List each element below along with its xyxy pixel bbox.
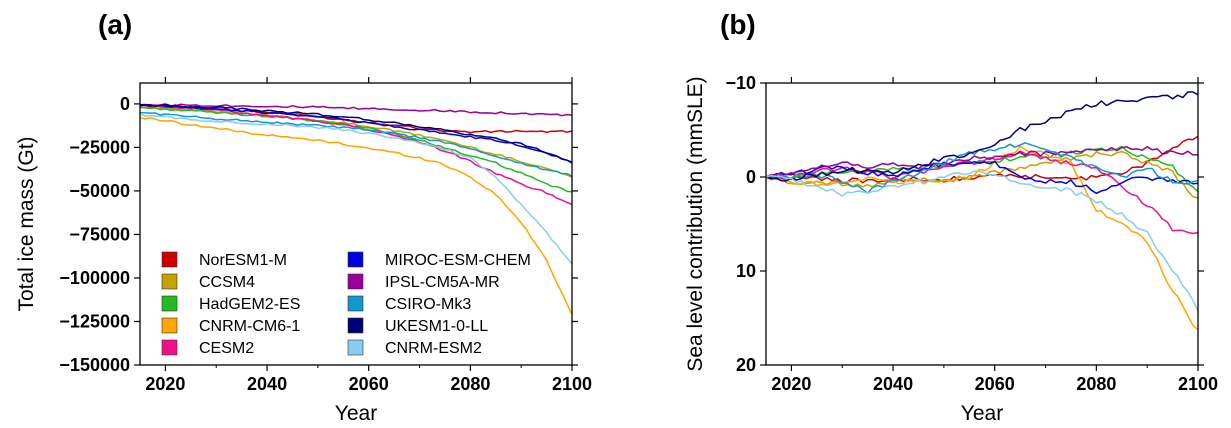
legend-label: IPSL-CM5A-MR xyxy=(385,274,500,291)
y-tick-label: −150000 xyxy=(59,355,130,375)
panel-b-series xyxy=(765,91,1199,331)
y-tick-label: −10 xyxy=(725,73,756,93)
panel-b-y-axis: −10 0 10 20 xyxy=(725,73,1204,375)
legend-label: MIROC-ESM-CHEM xyxy=(385,252,531,269)
series-line-cnrm-esm2 xyxy=(765,170,1199,312)
series-line-cnrm-cm6-1 xyxy=(765,145,1199,331)
panel-b-x-label: Year xyxy=(961,402,1003,425)
legend: NorESM1-M CCSM4 HadGEM2-ES CNRM-CM6-1 CESM2 M… xyxy=(161,251,531,357)
legend-swatch xyxy=(347,251,364,268)
x-tick-label: 2020 xyxy=(771,374,811,394)
legend-label: CNRM-CM6-1 xyxy=(199,318,300,335)
legend-swatch xyxy=(161,317,178,334)
panel-a-x-label: Year xyxy=(335,402,377,425)
legend-swatch xyxy=(161,251,178,268)
series-line-hadgem2-es xyxy=(139,106,573,193)
y-tick-label: 0 xyxy=(746,167,756,187)
legend-label: CESM2 xyxy=(199,340,254,357)
panel-b-y-label: Sea level contribution (mmSLE) xyxy=(684,76,707,371)
legend-swatch xyxy=(347,317,364,334)
series-line-csiro-mk3 xyxy=(139,111,573,177)
legend-swatch xyxy=(161,339,178,356)
y-tick-label: −100000 xyxy=(59,268,130,288)
panel-b: (b) 2020 2040 2060 2080 2100 −10 0 10 20 Year S… xyxy=(684,9,1218,425)
series-line-ipsl-cm5a-mr xyxy=(140,103,573,117)
legend-swatch xyxy=(347,295,364,312)
legend-label: UKESM1-0-LL xyxy=(385,318,488,335)
x-tick-label: 2040 xyxy=(873,374,913,394)
panel-a: (a) 2020 2040 2060 2080 2100 0 −25000 −50000 −7… xyxy=(15,9,592,425)
series-line-cesm2 xyxy=(139,103,573,206)
panel-a-label: (a) xyxy=(98,9,132,40)
y-tick-label: 0 xyxy=(120,94,130,114)
x-tick-label: 2100 xyxy=(1178,374,1218,394)
x-tick-label: 2060 xyxy=(349,374,389,394)
legend-label: NorESM1-M xyxy=(199,252,287,269)
y-tick-label: 10 xyxy=(736,261,756,281)
y-tick-label: 20 xyxy=(736,355,756,375)
y-tick-label: −50000 xyxy=(69,181,130,201)
series-line-ipsl-cm5a-mr xyxy=(765,146,1199,180)
legend-label: CSIRO-Mk3 xyxy=(385,296,471,313)
legend-swatch xyxy=(347,339,364,356)
series-line-miroc-esm-chem xyxy=(765,160,1199,195)
series-line-cnrm-cm6-1 xyxy=(139,117,573,316)
series-line-ccsm4 xyxy=(140,106,573,178)
legend-label: HadGEM2-ES xyxy=(199,296,300,313)
panel-b-frame xyxy=(765,82,1199,366)
legend-swatch xyxy=(347,273,364,290)
y-tick-label: −25000 xyxy=(69,137,130,157)
legend-swatch xyxy=(161,295,178,312)
legend-label: CCSM4 xyxy=(199,274,255,291)
series-line-ccsm4 xyxy=(765,150,1199,199)
panel-a-frame xyxy=(139,82,573,366)
x-tick-label: 2020 xyxy=(145,374,185,394)
panel-a-y-label: Total ice mass (Gt) xyxy=(15,136,38,311)
series-line-ukesm1-0-ll xyxy=(139,103,573,164)
series-line-csiro-mk3 xyxy=(765,142,1199,194)
y-tick-label: −75000 xyxy=(69,224,130,244)
x-tick-label: 2060 xyxy=(975,374,1015,394)
panel-a-x-axis: 2020 2040 2060 2080 2100 xyxy=(145,77,592,394)
series-line-cesm2 xyxy=(765,150,1199,235)
y-tick-label: −125000 xyxy=(59,311,130,331)
series-line-cnrm-esm2 xyxy=(139,113,573,265)
x-tick-label: 2080 xyxy=(1076,374,1116,394)
x-tick-label: 2080 xyxy=(450,374,490,394)
x-tick-label: 2040 xyxy=(247,374,287,394)
legend-swatch xyxy=(161,273,178,290)
panel-b-label: (b) xyxy=(720,9,756,40)
legend-label: CNRM-ESM2 xyxy=(385,340,482,357)
panel-a-series xyxy=(139,103,573,316)
series-line-ukesm1-0-ll xyxy=(765,91,1199,182)
panel-a-y-axis: 0 −25000 −50000 −75000 −100000 −125000 −150000 xyxy=(59,94,578,375)
x-tick-label: 2100 xyxy=(552,374,592,394)
panel-b-x-axis: 2020 2040 2060 2080 2100 xyxy=(771,77,1218,394)
series-line-miroc-esm-chem xyxy=(139,104,573,163)
